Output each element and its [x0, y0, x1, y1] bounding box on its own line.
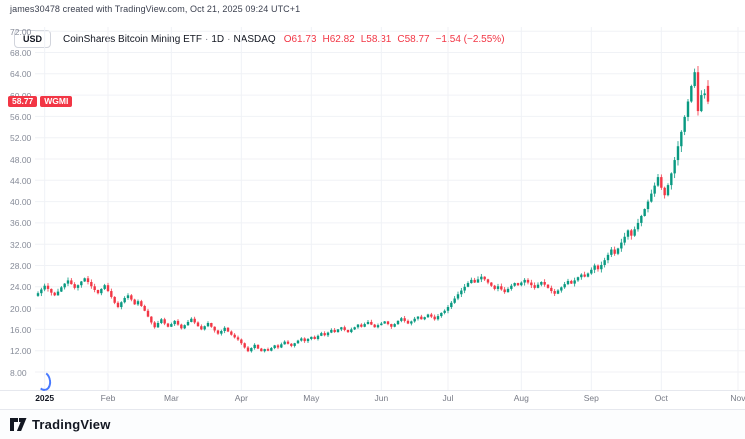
price-tick-label: 48.00	[10, 154, 32, 165]
legend-row: USD CoinShares Bitcoin Mining ETF · 1D · NAS…	[14, 29, 511, 49]
price-tick-label: 12.00	[10, 346, 32, 357]
last-price-badge: 58.77 WGMI	[8, 96, 73, 108]
time-tick-label: Feb	[100, 393, 116, 403]
price-tick-label: 8.00	[10, 367, 27, 378]
last-price-label: 58.77	[8, 96, 38, 108]
price-tick-label: 52.00	[10, 133, 32, 144]
high-value: H62.82	[322, 33, 355, 45]
change-value: −1.54 (−2.55%)	[435, 33, 505, 45]
price-tick-label: 32.00	[10, 239, 32, 250]
currency-button[interactable]: USD	[14, 30, 52, 48]
price-tick-label: 40.00	[10, 197, 32, 208]
price-tick-label: 60.00	[10, 91, 31, 101]
price-tick-label: 68.00	[10, 48, 32, 58]
time-tick-label: May	[303, 393, 320, 403]
footer-bar: TradingView	[0, 409, 745, 439]
time-tick-label: Nov	[730, 393, 745, 403]
time-tick-label: Mar	[164, 393, 179, 403]
symbol-title[interactable]: CoinShares Bitcoin Mining ETF	[63, 33, 202, 45]
time-tick-label: 2025	[35, 393, 55, 403]
price-tick-label: 20.00	[10, 303, 32, 314]
price-tick-label: 16.00	[10, 324, 32, 335]
time-tick-label: Sep	[583, 393, 599, 403]
legend-separator-2: ·	[227, 33, 231, 45]
ohlc-values: O61.73 H62.82 L58.31 C58.77 −1.54 (−2.55%)	[284, 34, 511, 45]
time-tick-label: Aug	[513, 393, 529, 403]
symbol-legend[interactable]: CoinShares Bitcoin Mining ETF · 1D · NASDAQ	[63, 34, 276, 45]
legend-separator-1: ·	[204, 33, 209, 45]
time-tick-label: Oct	[654, 393, 668, 403]
time-tick-label: Jul	[442, 393, 454, 403]
attribution-text: james30478 created with TradingView.com,…	[10, 4, 301, 14]
ticker-label: WGMI	[40, 96, 73, 108]
open-value: O61.73	[283, 33, 317, 45]
close-value: C58.77	[397, 33, 430, 45]
price-tick-label: 36.00	[10, 218, 32, 229]
price-tick-label: 56.00	[10, 111, 32, 122]
price-tick-label: 24.00	[10, 282, 32, 293]
tradingview-logo-icon	[10, 418, 27, 431]
interval-label[interactable]: 1D	[211, 33, 225, 45]
price-tick-label: 72.00	[10, 26, 32, 37]
low-value: L58.31	[360, 33, 392, 45]
price-tick-label: 44.00	[10, 175, 32, 186]
tradingview-logo[interactable]: TradingView	[10, 417, 111, 432]
time-axis-divider	[0, 390, 745, 391]
time-tick-label: Jun	[374, 393, 389, 403]
exchange-label: NASDAQ	[233, 33, 276, 45]
time-tick-label: Apr	[234, 393, 248, 403]
price-tick-label: 28.00	[10, 261, 32, 271]
price-tick-label: 64.00	[10, 69, 32, 80]
tradingview-brand-text: TradingView	[32, 417, 111, 432]
